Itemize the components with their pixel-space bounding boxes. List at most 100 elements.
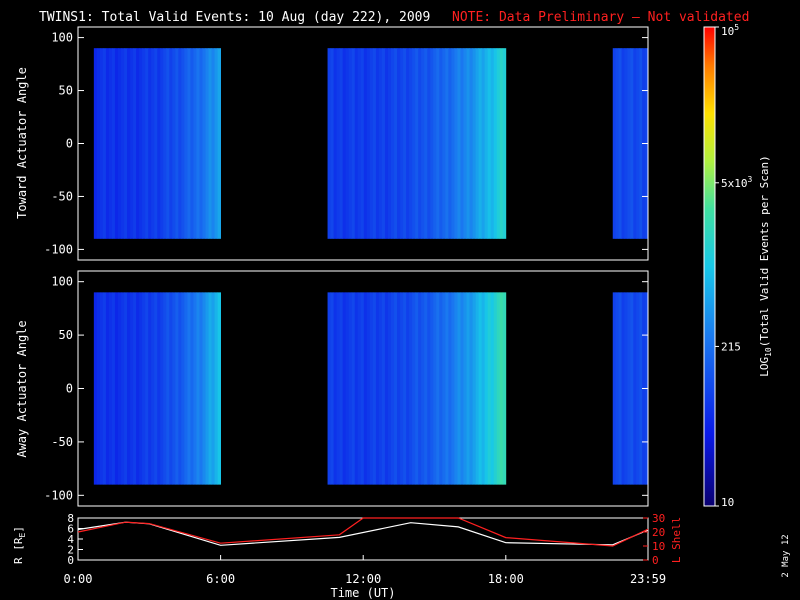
heatmap-cell [184,292,188,485]
heatmap-cell [499,48,504,239]
heatmap-cell [217,292,221,485]
heatmap-cell [460,292,464,485]
heatmap-cell [372,48,377,239]
heatmap-cell [157,292,161,485]
toward-heatmap-panel: -100 -50 0 50 100 Toward Actuator Angle [15,26,649,261]
heatmap-cell [445,292,449,485]
heatmap-cell [451,48,455,239]
heatmap-cell [99,292,104,485]
heatmap-cell [439,48,443,239]
ytick-label: 50 [59,84,73,98]
heatmap-cell [178,48,182,239]
preliminary-note: NOTE: Data Preliminary — Not validated [452,10,749,25]
heatmap-cell [478,292,483,485]
heatmap-cell [615,292,620,485]
heatmap-cell [117,48,122,239]
heatmap-cell [457,292,461,485]
heatmap-cell [130,48,134,239]
heatmap-cell [639,292,643,485]
heatmap-cell [348,292,353,485]
xtick-label: 0:00 [64,572,93,586]
heatmap-cell [387,48,392,239]
heatmap-cell [442,292,446,485]
heatmap-cell [493,292,498,485]
heatmap-cell [133,48,137,239]
heatmap-cell [148,292,152,485]
heatmap-cell [99,48,104,239]
heatmap-cell [415,48,419,239]
away-ylabel: Away Actuator Angle [15,320,29,457]
lshell-series-line [77,517,649,547]
heatmap-cell [345,292,350,485]
ytick-label: 0 [67,554,74,567]
heatmap-cell [487,292,492,485]
heatmap-cell [139,292,143,485]
away-heatmap-panel: -100 -50 0 50 100 Away Actuator Angle [15,270,649,507]
heatmap-cell [633,48,637,239]
heatmap-cell [345,48,350,239]
heatmap-cell [202,292,206,485]
heatmap-cell [102,48,107,239]
heatmap-cell [621,292,625,485]
heatmap-cell [369,292,374,485]
ytick-label: 0 [66,137,73,151]
heatmap-cell [172,292,176,485]
ytick-label: -50 [51,435,73,449]
heatmap-cell [394,48,398,239]
heatmap-cell [127,48,131,239]
heatmap-cell [187,292,191,485]
heatmap-cell [381,292,386,485]
heatmap-cell [403,48,407,239]
heatmap-cell [175,48,179,239]
heatmap-cell [400,292,404,485]
heatmap-cell [136,292,140,485]
y2tick-label: 20 [652,526,665,539]
heatmap-cell [366,292,371,485]
heatmap-cell [387,292,392,485]
heatmap-cell [327,48,331,239]
heatmap-cell [148,48,152,239]
colorbar: 10 215 5x103 105 LOG10(Total Valid Events p… [703,23,773,509]
heatmap-cell [190,292,194,485]
colorbar-tick-label: 105 [721,23,739,38]
heatmap-cell [618,48,622,239]
heatmap-cell [381,48,386,239]
heatmap-cell [154,292,158,485]
heatmap-cell [136,48,140,239]
heatmap-cell [217,48,221,239]
heatmap-cell [130,292,134,485]
heatmap-cell [409,48,413,239]
heatmap-cell [205,48,209,239]
heatmap-cell [448,292,452,485]
heatmap-cell [612,292,617,485]
heatmap-cell [124,292,128,485]
heatmap-cell [451,292,455,485]
colorbar-label: LOG10(Total Valid Events per Scan) [758,155,773,377]
heatmap-cell [424,48,428,239]
heatmap-cell [96,48,101,239]
heatmap-cell [196,48,200,239]
heatmap-cell [445,48,449,239]
heatmap-cell [336,48,341,239]
ytick-label: 6 [67,523,74,536]
heatmap-cell [357,292,362,485]
heatmap-cell [172,48,176,239]
heatmap-cell [406,292,410,485]
heatmap-cell [163,292,167,485]
heatmap-cell [360,292,365,485]
heatmap-cell [624,48,628,239]
heatmap-cell [363,48,368,239]
heatmap-cell [409,292,413,485]
heatmap-cell [96,292,101,485]
heatmap-cell [463,48,467,239]
heatmap-cell [630,48,634,239]
heatmap-cell [454,48,458,239]
heatmap-cell [196,292,200,485]
heatmap-cell [169,48,173,239]
heatmap-cell [439,292,443,485]
heatmap-cell [139,48,143,239]
heatmap-cell [211,48,215,239]
heatmap-cell [481,48,486,239]
heatmap-cell [415,292,419,485]
heatmap-cell [636,48,640,239]
